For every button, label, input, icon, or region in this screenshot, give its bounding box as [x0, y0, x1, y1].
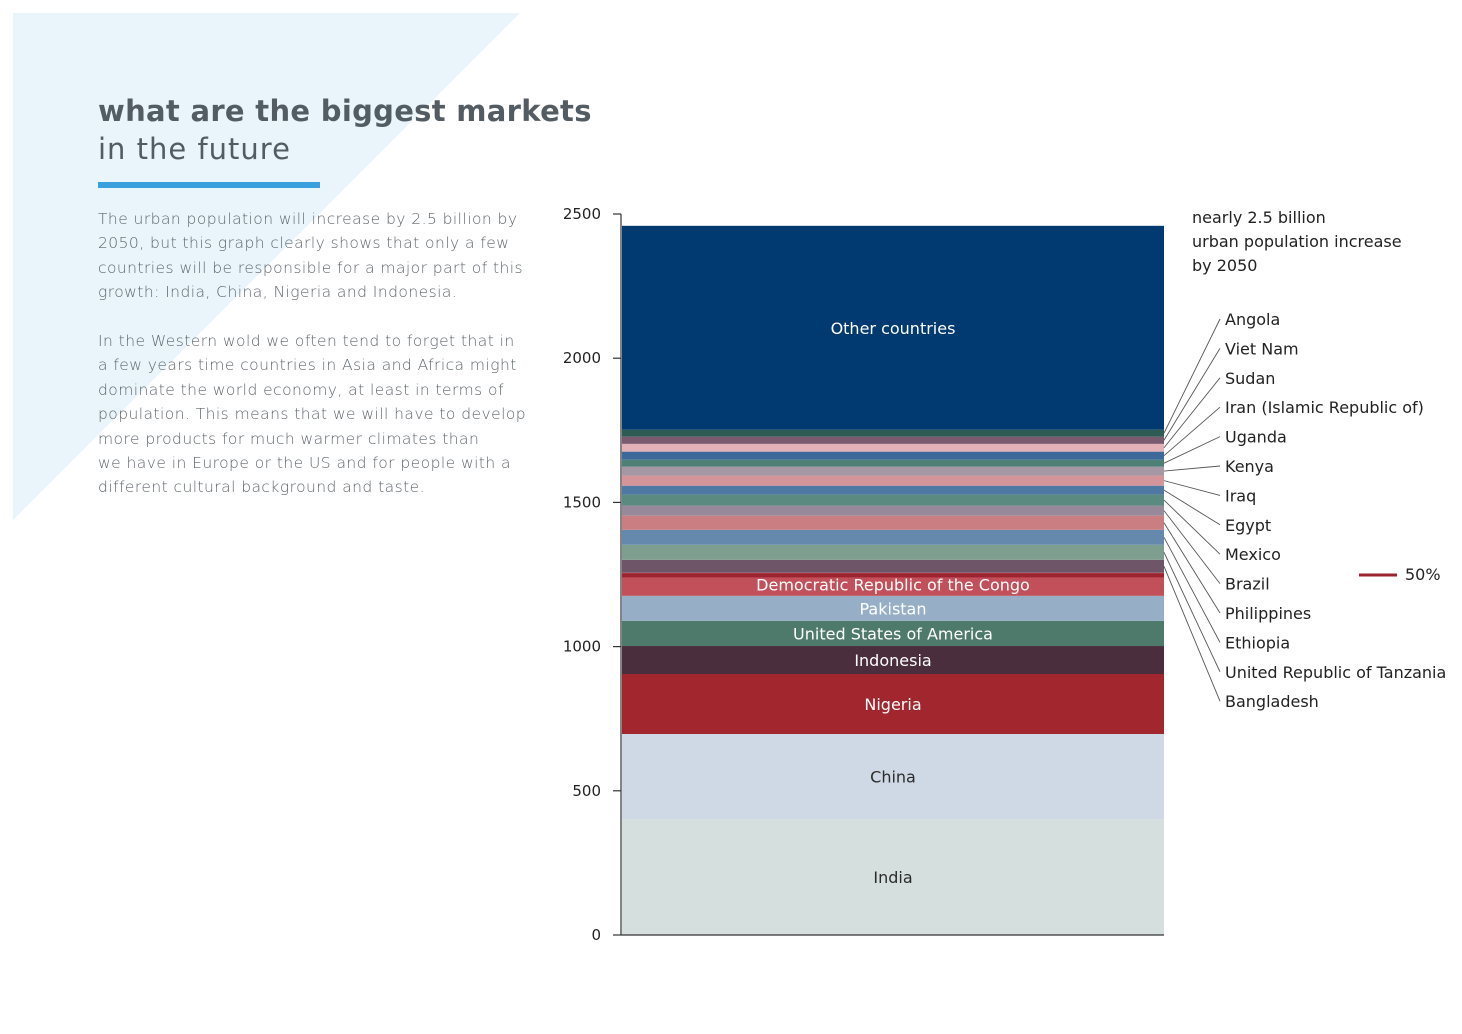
leader-line	[1163, 318, 1221, 434]
segment-label: United States of America	[793, 624, 993, 643]
legend-50-percent-label: 50%	[1405, 565, 1441, 584]
leader-line	[1163, 480, 1221, 496]
y-tick-label: 500	[572, 782, 601, 800]
callout-label: Mexico	[1225, 545, 1281, 564]
bar-segment-iraq	[622, 475, 1164, 486]
bar-segment-pakistan	[622, 595, 1164, 621]
callout-label: Uganda	[1225, 428, 1287, 447]
callout-label: Iraq	[1225, 486, 1256, 505]
bar-segment-united-states-of-america	[622, 620, 1164, 647]
leader-line	[1163, 499, 1221, 555]
leader-line	[1163, 566, 1221, 702]
segment-label: Other countries	[831, 319, 956, 338]
leader-line	[1163, 406, 1221, 457]
title-line-1: what are the biggest markets	[98, 94, 592, 128]
bar-segment-iran-islamic-republic-of-	[622, 451, 1164, 460]
leader-line	[1163, 510, 1221, 584]
total-annotation-line: by 2050	[1192, 256, 1257, 275]
leader-line	[1163, 489, 1221, 526]
bar-segment-nigeria	[622, 673, 1164, 734]
bar-segment-philippines	[622, 515, 1164, 530]
callout-label: Philippines	[1225, 604, 1311, 623]
callout-label: Angola	[1225, 310, 1280, 329]
bar-segment-angola	[622, 429, 1164, 437]
callout-label: Ethiopia	[1225, 633, 1290, 652]
callout-label: Iran (Islamic Republic of)	[1225, 398, 1424, 417]
title-line-2: in the future	[98, 132, 291, 166]
leader-line	[1163, 465, 1221, 472]
bar-segment-democratic-republic-of-the-congo	[622, 572, 1164, 596]
bar-segment-india	[622, 819, 1164, 935]
body-text: The urban population will increase by 2.…	[98, 207, 528, 524]
total-annotation-line: urban population increase	[1192, 232, 1402, 251]
bar-segment-viet-nam	[622, 436, 1164, 444]
page-title: what are the biggest markets in the futu…	[98, 92, 592, 168]
total-annotation-line: nearly 2.5 billion	[1192, 208, 1326, 227]
paragraph-1: The urban population will increase by 2.…	[98, 210, 524, 302]
segment-label: Indonesia	[854, 651, 931, 670]
y-tick-label: 1500	[563, 493, 601, 511]
leader-line	[1163, 522, 1221, 614]
bar-segment-united-republic-of-tanzania	[622, 544, 1164, 560]
bar-segment-indonesia	[622, 646, 1164, 674]
y-tick-label: 1000	[563, 638, 601, 656]
background-triangle	[13, 13, 520, 520]
segment-label: India	[873, 868, 912, 887]
callout-label: Kenya	[1225, 457, 1274, 476]
bar-segment-bangladesh	[622, 559, 1164, 573]
bar-segment-china	[622, 733, 1164, 820]
leader-line	[1163, 377, 1221, 449]
bar-segment-brazil	[622, 505, 1164, 516]
callout-label: United Republic of Tanzania	[1225, 663, 1446, 682]
callout-label: Sudan	[1225, 369, 1275, 388]
bar-segment-sudan	[622, 443, 1164, 452]
paragraph-2: In the Western wold we often tend to for…	[98, 332, 527, 497]
callout-label: Bangladesh	[1225, 692, 1319, 711]
segment-label: Democratic Republic of the Congo	[756, 575, 1030, 594]
bar-segment-ethiopia	[622, 529, 1164, 545]
bar-segment-kenya	[622, 466, 1164, 476]
y-tick-label: 0	[591, 926, 601, 944]
leader-line	[1163, 436, 1221, 464]
bar-segment-uganda	[622, 459, 1164, 467]
callout-label: Egypt	[1225, 516, 1271, 535]
leader-line	[1163, 537, 1221, 643]
bar-segment-egypt	[622, 485, 1164, 495]
bar-segment-mexico	[622, 494, 1164, 506]
leader-line	[1163, 552, 1221, 672]
y-tick-label: 2500	[563, 205, 601, 223]
bar-segment-other-countries	[622, 225, 1164, 430]
segment-label: China	[870, 768, 916, 787]
segment-label: Pakistan	[860, 599, 927, 618]
title-underline	[98, 182, 320, 188]
callout-label: Brazil	[1225, 575, 1270, 594]
segment-label: Nigeria	[864, 695, 921, 714]
callout-label: Viet Nam	[1225, 339, 1299, 358]
leader-line	[1163, 348, 1221, 441]
y-tick-label: 2000	[563, 349, 601, 367]
